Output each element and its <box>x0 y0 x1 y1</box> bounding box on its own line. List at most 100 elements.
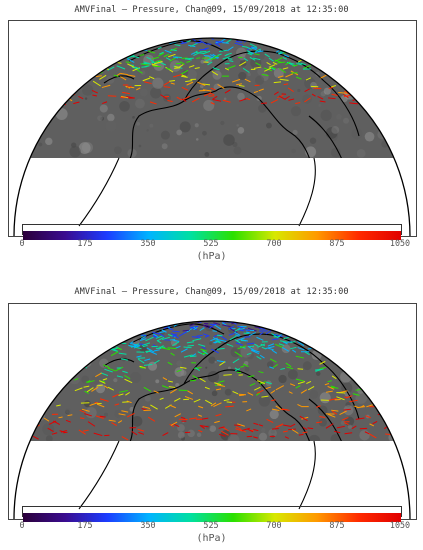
wind-vector <box>48 56 55 60</box>
wind-vector <box>210 102 215 105</box>
wind-vector <box>351 89 360 94</box>
wind-vector <box>261 73 269 77</box>
wind-vector <box>159 397 164 400</box>
wind-vector <box>65 419 71 423</box>
wind-vector <box>381 30 388 35</box>
wind-vector <box>352 321 359 322</box>
wind-vector <box>288 428 297 431</box>
wind-vector <box>83 429 89 432</box>
wind-vector <box>157 312 163 313</box>
wind-vector <box>93 432 103 437</box>
wind-vector <box>392 32 399 36</box>
wind-vector <box>369 58 376 61</box>
wind-vector <box>306 324 313 328</box>
wind-vector <box>72 319 77 320</box>
wind-vector <box>191 336 201 339</box>
wind-vector <box>310 42 317 46</box>
wind-vector <box>143 81 152 85</box>
wind-vector <box>53 80 59 85</box>
wind-vector <box>96 56 102 58</box>
wind-vector <box>375 341 380 344</box>
wind-vector <box>281 346 290 352</box>
wind-vector <box>116 65 126 70</box>
wind-vector <box>243 57 249 62</box>
cloud-patch <box>408 125 410 134</box>
wind-vector <box>318 310 323 312</box>
wind-vector <box>50 326 59 332</box>
wind-vector <box>374 41 381 46</box>
wind-vector <box>360 404 365 408</box>
wind-vector <box>112 53 120 56</box>
cloud-patch <box>79 358 88 367</box>
wind-vector <box>189 325 199 328</box>
wind-vector <box>292 325 299 330</box>
wind-vector <box>314 33 319 35</box>
cloud-patch <box>196 432 202 438</box>
wind-vector <box>283 311 289 314</box>
wind-vector <box>164 312 169 315</box>
wind-vector <box>367 342 375 346</box>
wind-vector <box>282 57 287 60</box>
wind-vector <box>159 51 164 55</box>
cloud-patch <box>134 98 145 109</box>
cloud-patch <box>97 115 103 121</box>
wind-vector <box>191 52 196 55</box>
wind-vector <box>153 59 162 64</box>
colorbar-gradient <box>23 231 401 240</box>
wind-vector <box>375 48 380 51</box>
wind-vector <box>285 362 292 368</box>
wind-vector <box>178 331 187 337</box>
wind-vector <box>88 33 96 36</box>
wind-vector <box>173 73 182 78</box>
wind-vector <box>138 431 145 435</box>
wind-vector <box>139 40 145 43</box>
coastline <box>183 333 360 420</box>
wind-vector <box>242 45 247 48</box>
wind-vector <box>162 336 171 341</box>
wind-vector <box>149 321 157 326</box>
wind-vector <box>275 385 284 391</box>
wind-vector <box>214 420 220 424</box>
wind-vector <box>49 58 57 61</box>
wind-vector <box>150 404 158 410</box>
wind-vector <box>154 38 162 40</box>
cloud-patch <box>134 38 145 47</box>
map-view[interactable] <box>8 303 417 520</box>
wind-vector <box>387 345 396 349</box>
wind-vector <box>78 326 84 328</box>
cloud-patch <box>139 88 148 97</box>
wind-vector <box>362 99 369 103</box>
wind-vector <box>354 41 361 46</box>
cloud-patch <box>14 406 19 413</box>
wind-vector <box>281 42 288 46</box>
wind-vector <box>64 31 68 32</box>
cloud-patch <box>169 60 182 72</box>
wind-vector <box>179 61 185 65</box>
cloud-patch <box>266 122 272 129</box>
wind-vector <box>332 334 338 337</box>
wind-vector <box>339 410 347 415</box>
wind-vector <box>110 351 119 357</box>
wind-vector <box>287 87 294 93</box>
wind-vector <box>113 326 121 330</box>
wind-vector <box>170 49 177 52</box>
wind-vector <box>198 319 203 320</box>
map-view[interactable] <box>8 20 417 237</box>
wind-vector <box>52 40 60 46</box>
cloud-patch <box>139 323 143 328</box>
wind-vector <box>78 60 86 66</box>
wind-vector <box>271 428 279 430</box>
wind-vector <box>380 314 387 319</box>
wind-vector <box>109 347 118 351</box>
wind-vector <box>110 314 116 318</box>
wind-vector <box>304 97 311 103</box>
cloud-patch <box>302 94 312 104</box>
unit-label: (hPa) <box>196 533 227 544</box>
wind-vector <box>29 326 36 329</box>
wind-vector <box>197 81 206 87</box>
wind-vector <box>94 341 102 345</box>
wind-vector <box>318 38 325 43</box>
wind-vector <box>277 38 287 41</box>
wind-vector <box>299 319 304 321</box>
wind-vector <box>286 61 295 65</box>
